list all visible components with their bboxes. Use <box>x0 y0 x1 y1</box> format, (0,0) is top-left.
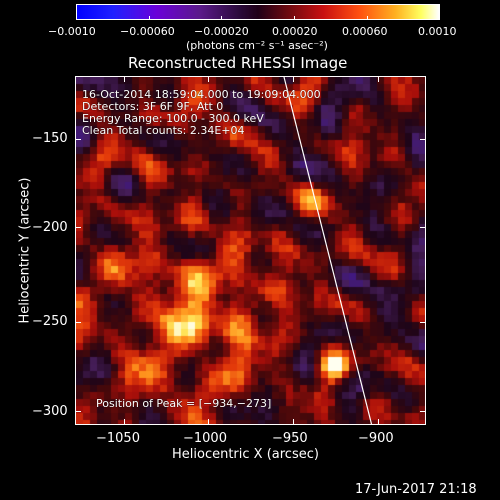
colorbar-tick <box>294 16 295 20</box>
x-tick <box>124 76 125 82</box>
x-tick <box>208 76 209 82</box>
y-tick <box>75 411 81 412</box>
x-tick <box>293 76 294 82</box>
x-tick <box>208 419 209 425</box>
reconstructed-image <box>76 77 425 424</box>
y-tick-label: −150 <box>32 131 68 146</box>
y-tick <box>420 139 426 140</box>
info-line-3: Energy Range: 100.0 - 300.0 keV <box>82 112 264 125</box>
y-tick-label: −250 <box>32 314 68 329</box>
info-line-4: Clean Total counts: 2.34E+04 <box>82 124 245 137</box>
colorbar-tick-label: 0.00020 <box>272 25 318 38</box>
plot-area: 16-Oct-2014 18:59:04.000 to 19:09:04.000… <box>75 76 426 425</box>
colorbar-tick <box>221 16 222 20</box>
colorbar-tick <box>439 16 440 20</box>
plot-title: Reconstructed RHESSI Image <box>128 54 348 72</box>
y-tick <box>75 227 81 228</box>
colorbar <box>76 4 440 20</box>
x-tick <box>124 419 125 425</box>
colorbar-tick-label: −0.0010 <box>48 25 96 38</box>
x-tick-label: −1000 <box>183 431 227 446</box>
colorbar-tick <box>149 16 150 20</box>
colorbar-unit-label: (photons cm⁻² s⁻¹ asec⁻²) <box>186 39 328 52</box>
x-tick <box>378 419 379 425</box>
colorbar-tick-label: 0.0010 <box>418 25 457 38</box>
x-tick-label: −900 <box>358 431 394 446</box>
x-tick-label: −950 <box>272 431 308 446</box>
info-line-1: 16-Oct-2014 18:59:04.000 to 19:09:04.000 <box>82 88 321 101</box>
y-tick <box>420 227 426 228</box>
y-tick-label: −200 <box>32 220 68 235</box>
colorbar-tick-label: 0.00060 <box>342 25 388 38</box>
footer-date: 17-Jun-2017 21:18 <box>355 482 477 497</box>
x-tick-label: −1050 <box>96 431 140 446</box>
y-tick-label: −300 <box>32 404 68 419</box>
x-tick <box>378 76 379 82</box>
y-tick <box>75 322 81 323</box>
x-axis-label: Heliocentric X (arcsec) <box>172 447 319 462</box>
info-line-2: Detectors: 3F 6F 9F, Att 0 <box>82 100 224 113</box>
peak-position-label: Position of Peak = [−934,−273] <box>96 397 272 410</box>
y-tick <box>420 322 426 323</box>
y-tick <box>75 139 81 140</box>
colorbar-tick-label: −0.00020 <box>194 25 249 38</box>
x-tick <box>293 419 294 425</box>
y-tick <box>420 411 426 412</box>
colorbar-tick <box>367 16 368 20</box>
y-axis-label: Heliocentric Y (arcsec) <box>17 177 33 324</box>
limb-overlay <box>283 77 373 424</box>
colorbar-tick-label: −0.00060 <box>120 25 175 38</box>
solar-limb-line <box>283 77 373 424</box>
colorbar-tick <box>76 16 77 20</box>
